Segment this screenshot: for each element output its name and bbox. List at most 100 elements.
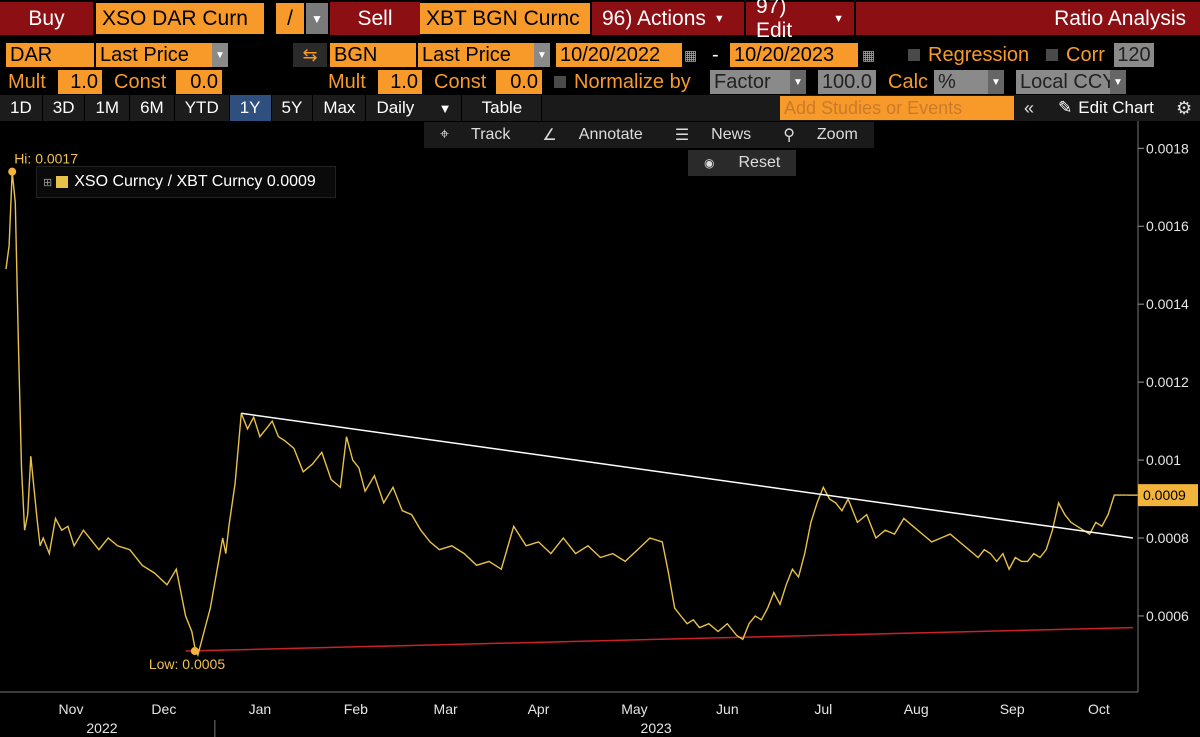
const2-label: Const	[434, 70, 487, 93]
y-tick-label: 0.0016	[1146, 218, 1189, 234]
operator-field[interactable]: /	[276, 3, 304, 34]
x-tick-label: Apr	[528, 701, 550, 717]
sell-button[interactable]: Sell	[330, 2, 420, 35]
period-button-max[interactable]: Max	[313, 95, 367, 121]
corr-checkbox[interactable]	[1046, 49, 1058, 61]
period-button-1m[interactable]: 1M	[85, 95, 131, 121]
field1-select[interactable]: Last Price	[96, 43, 212, 67]
actions-label: 96) Actions	[602, 6, 706, 30]
normalize-dropdown-icon[interactable]: ▼	[790, 70, 806, 94]
regression-label: Regression	[928, 43, 1030, 66]
mult2-field[interactable]: 1.0	[378, 70, 422, 94]
track-tool[interactable]: ⌖ Track	[424, 122, 526, 148]
studies-input[interactable]: Add Studies or Events	[780, 96, 1014, 120]
operator-dropdown-icon[interactable]: ▼	[306, 3, 328, 34]
factor-value-field[interactable]: 100.0	[818, 70, 876, 94]
period-button-1y[interactable]: 1Y	[229, 95, 272, 121]
mult1-field[interactable]: 1.0	[58, 70, 102, 94]
buy-security-field[interactable]: XSO DAR Curn	[96, 3, 264, 34]
mult1-label: Mult	[8, 70, 46, 93]
period-button-ytd[interactable]: YTD	[174, 95, 230, 121]
end-date-field[interactable]: 10/20/2023	[730, 43, 858, 67]
regression-checkbox[interactable]	[908, 49, 920, 61]
normalize-method-select[interactable]: Factor	[710, 70, 790, 94]
ratio-line[interactable]	[5, 171, 1127, 658]
source2-field[interactable]: BGN	[330, 43, 416, 67]
legend-expand-icon[interactable]: ⊞	[43, 176, 53, 189]
period-button-3d[interactable]: 3D	[42, 95, 86, 121]
const1-label: Const	[114, 70, 167, 93]
period-button-1d[interactable]: 1D	[0, 95, 43, 121]
period-button-5y[interactable]: 5Y	[271, 95, 314, 121]
reset-label: Reset	[738, 154, 781, 171]
magnifier-icon: ⚲	[783, 127, 795, 144]
ratio-chart[interactable]: Hi: 0.0017 Low: 0.0005 Nov Dec Jan Feb Mar Apr…	[0, 121, 1200, 737]
frequency-select[interactable]: Daily ▼	[366, 95, 463, 121]
period-button-6m[interactable]: 6M	[130, 95, 175, 121]
collapse-icon[interactable]: «	[1024, 97, 1035, 118]
edit-chart-button[interactable]: ✎ Edit Chart	[1058, 98, 1154, 118]
support-trendline	[185, 626, 1133, 652]
corr-window-field[interactable]: 120	[1114, 43, 1154, 67]
calc-dropdown-icon[interactable]: ▼	[988, 70, 1004, 94]
x-tick-label: Jul	[814, 701, 832, 717]
start-calendar-icon[interactable]: ▦	[684, 46, 698, 63]
frequency-dropdown-icon: ▼	[438, 100, 452, 116]
x-tick-label: Jun	[716, 701, 739, 717]
low-marker	[190, 647, 199, 656]
x-tick-label: May	[621, 701, 647, 717]
zoom-tool[interactable]: ⚲ Zoom	[767, 122, 874, 148]
normalize-checkbox[interactable]	[554, 76, 566, 88]
currency-dropdown-icon[interactable]: ▼	[1110, 70, 1126, 94]
date-separator: -	[712, 43, 719, 66]
currency-select[interactable]: Local CCY	[1016, 70, 1116, 94]
actions-menu[interactable]: 96) Actions ▼	[592, 2, 744, 35]
regression-toggle[interactable]: Regression	[908, 44, 1029, 67]
low-label: Low: 0.0005	[149, 656, 225, 672]
y-tick-label: 0.0018	[1146, 140, 1189, 156]
zoom-label: Zoom	[816, 126, 858, 143]
x-tick-label: Feb	[344, 701, 368, 717]
track-label: Track	[471, 126, 511, 143]
params-row-2: Mult 1.0 Const 0.0 Mult 1.0 Const 0.0 No…	[0, 69, 1200, 95]
chart-legend: ⊞ XSO Curncy / XBT Curncy 0.0009	[36, 166, 336, 198]
field2-dropdown-icon[interactable]: ▼	[534, 43, 550, 67]
year-label: 2023	[641, 720, 672, 736]
start-date-field[interactable]: 10/20/2022	[556, 43, 682, 67]
chart-tools: ⌖ Track ∠ Annotate ☰ News ⚲ Zoom	[424, 122, 874, 148]
last-value-label: 0.0009	[1143, 487, 1186, 503]
sell-security-field[interactable]: XBT BGN Curnc	[420, 3, 590, 34]
const2-field[interactable]: 0.0	[496, 70, 542, 94]
field1-dropdown-icon[interactable]: ▼	[212, 43, 228, 67]
const1-field[interactable]: 0.0	[176, 70, 222, 94]
y-tick-label: 0.0008	[1146, 530, 1189, 546]
field2-select[interactable]: Last Price	[418, 43, 534, 67]
corr-toggle[interactable]: Corr	[1046, 44, 1105, 67]
period-buttons: 1D 3D 1M 6M YTD 1Y 5Y Max	[0, 95, 367, 121]
gear-icon[interactable]: ⚙	[1176, 97, 1193, 118]
x-tick-label: Jan	[249, 701, 272, 717]
period-toolbar: 1D 3D 1M 6M YTD 1Y 5Y Max Daily ▼ Table Add Stud…	[0, 95, 1200, 121]
news-icon: ☰	[674, 127, 690, 144]
news-tool[interactable]: ☰ News	[659, 122, 767, 148]
swap-icon[interactable]: ⇆	[293, 43, 327, 67]
edit-menu[interactable]: 97) Edit ▼	[746, 0, 854, 42]
buy-button[interactable]: Buy	[0, 2, 93, 35]
pencil-icon: ∠	[542, 127, 557, 144]
corr-label: Corr	[1066, 43, 1105, 66]
source1-field[interactable]: DAR	[6, 43, 94, 67]
params-row-1: DAR Last Price ▼ ⇆ BGN Last Price ▼ 10/2…	[0, 42, 1200, 68]
reset-button[interactable]: ◉ Reset	[688, 150, 797, 176]
frequency-label: Daily	[376, 98, 415, 117]
table-button[interactable]: Table	[462, 95, 543, 121]
end-calendar-icon[interactable]: ▦	[862, 46, 876, 63]
calc-select[interactable]: %	[934, 70, 988, 94]
last-value-badge	[1138, 484, 1198, 507]
normalize-toggle[interactable]: Normalize by	[554, 71, 691, 94]
x-tick-label: Aug	[904, 701, 929, 717]
actions-dropdown-icon: ▼	[713, 12, 725, 25]
annotate-tool[interactable]: ∠ Annotate	[526, 122, 658, 148]
y-tick-label: 0.0006	[1146, 608, 1189, 624]
legend-label: XSO Curncy / XBT Curncy 0.0009	[74, 173, 316, 190]
hi-marker	[8, 167, 17, 176]
